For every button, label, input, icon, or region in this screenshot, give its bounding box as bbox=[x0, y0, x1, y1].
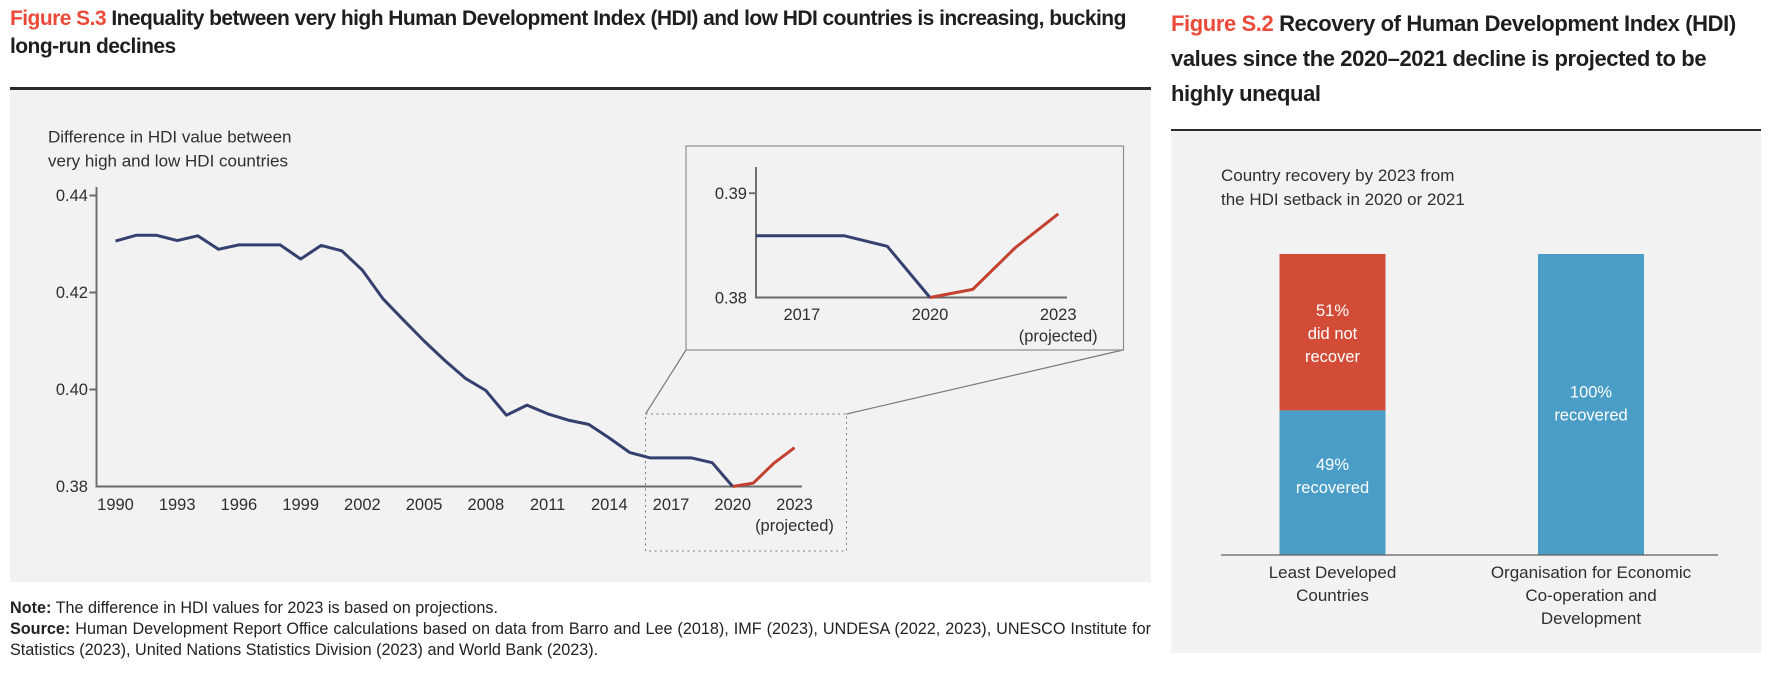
svg-text:0.42: 0.42 bbox=[56, 284, 88, 302]
svg-text:Country recovery by 2023 from: Country recovery by 2023 from bbox=[1221, 166, 1454, 185]
svg-text:(projected): (projected) bbox=[1019, 328, 1098, 346]
svg-text:2023: 2023 bbox=[776, 496, 813, 514]
svg-text:2011: 2011 bbox=[530, 496, 565, 514]
svg-text:49%: 49% bbox=[1316, 456, 1349, 474]
svg-text:Development: Development bbox=[1541, 609, 1641, 628]
svg-text:1999: 1999 bbox=[282, 496, 319, 514]
svg-text:0.40: 0.40 bbox=[56, 381, 88, 399]
svg-text:0.44: 0.44 bbox=[56, 187, 88, 205]
svg-text:the HDI setback in 2020 or 202: the HDI setback in 2020 or 2021 bbox=[1221, 190, 1465, 209]
svg-text:recovered: recovered bbox=[1554, 407, 1627, 425]
svg-text:recovered: recovered bbox=[1296, 479, 1369, 497]
svg-text:2017: 2017 bbox=[783, 306, 820, 324]
svg-text:(projected): (projected) bbox=[755, 517, 834, 535]
svg-text:2017: 2017 bbox=[653, 496, 690, 514]
svg-text:1993: 1993 bbox=[159, 496, 196, 514]
svg-text:0.38: 0.38 bbox=[715, 290, 747, 308]
svg-text:2014: 2014 bbox=[591, 496, 628, 514]
svg-text:2008: 2008 bbox=[467, 496, 504, 514]
svg-text:1996: 1996 bbox=[221, 496, 258, 514]
svg-text:2002: 2002 bbox=[344, 496, 381, 514]
svg-text:2023: 2023 bbox=[1040, 306, 1077, 324]
svg-text:0.38: 0.38 bbox=[56, 478, 88, 496]
svg-text:Least Developed: Least Developed bbox=[1269, 563, 1397, 582]
svg-text:2020: 2020 bbox=[714, 496, 751, 514]
svg-text:did not: did not bbox=[1308, 325, 1358, 343]
svg-text:0.39: 0.39 bbox=[715, 185, 747, 203]
svg-text:2005: 2005 bbox=[406, 496, 443, 514]
svg-text:Countries: Countries bbox=[1296, 586, 1369, 605]
svg-text:100%: 100% bbox=[1570, 384, 1613, 402]
svg-text:2020: 2020 bbox=[912, 306, 949, 324]
svg-text:Co-operation and: Co-operation and bbox=[1525, 586, 1656, 605]
svg-text:1990: 1990 bbox=[97, 496, 134, 514]
svg-text:51%: 51% bbox=[1316, 302, 1349, 320]
svg-text:very high and low HDI countrie: very high and low HDI countries bbox=[48, 152, 288, 171]
svg-text:Organisation for Economic: Organisation for Economic bbox=[1491, 563, 1692, 582]
svg-text:recover: recover bbox=[1305, 348, 1361, 366]
svg-text:Difference in HDI value betwee: Difference in HDI value between bbox=[48, 128, 292, 147]
